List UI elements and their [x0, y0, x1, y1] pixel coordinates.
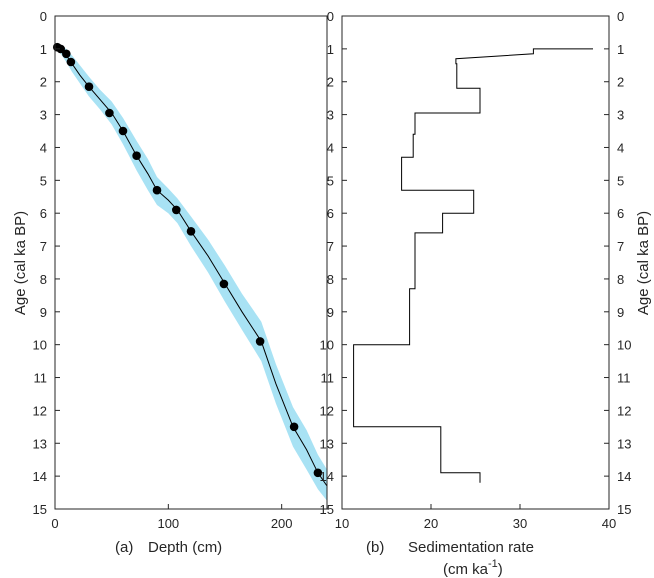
panel-a-ytick-label: 8: [40, 272, 47, 287]
panel-b-ytick-label-right: 4: [617, 140, 624, 155]
panel-a-ytick-label: 15: [33, 502, 47, 517]
dated-sample-point: [118, 126, 128, 136]
dated-sample-point: [152, 185, 162, 195]
dated-sample-point: [105, 108, 114, 118]
panel-b-ytick-label-left: 8: [327, 272, 334, 287]
panel-b-ytick-label-right: 0: [617, 9, 624, 24]
panel-a-ytick-label: 2: [40, 75, 47, 90]
panel-b-ytick-label-right: 7: [617, 239, 624, 254]
panel-b-xtick-label: 40: [602, 516, 616, 531]
panel-b-units-close: ): [498, 561, 503, 578]
panel-b-frame: [341, 15, 610, 510]
panel-b-ytick-label-right: 2: [617, 75, 624, 90]
dated-sample-point: [56, 44, 65, 54]
panel-b-ytick-label-left: 1: [327, 42, 334, 57]
panel-b-ytick-label-left: 14: [320, 469, 334, 484]
panel-b-xtick-label: 30: [513, 516, 527, 531]
panel-a-uncertainty-band: [55, 43, 327, 501]
panel-b-ytick-label-left: 15: [320, 502, 334, 517]
panel-a-ytick-label: 12: [33, 403, 47, 418]
dated-sample-point: [132, 151, 141, 160]
panel-a-ytick-label: 1: [40, 42, 47, 57]
panel-a-xtick-label: 100: [157, 516, 179, 531]
panel-b-ytick-label-left: 0: [327, 9, 334, 24]
panel-b-ytick-label-left: 7: [327, 239, 334, 254]
panel-a-x-axis-title: Depth (cm): [148, 539, 222, 556]
panel-a-label: (a): [115, 539, 133, 556]
panel-b-ytick-label-right: 12: [617, 403, 631, 418]
panel-a-ytick-label: 13: [33, 436, 47, 451]
panel-a-ytick-label: 3: [40, 108, 47, 123]
panel-b-ytick-label-left: 13: [320, 436, 334, 451]
panel-a-ytick-label: 14: [33, 469, 47, 484]
panel-a-frame: [54, 15, 328, 510]
sedimentation-rate-line: [353, 48, 593, 483]
panel-b-ytick-label-right: 13: [617, 436, 631, 451]
panel-b-ytick-label-right: 14: [617, 469, 631, 484]
panel-b-units-exponent: -1: [488, 558, 498, 570]
panel-a-xtick-label: 200: [271, 516, 293, 531]
dated-sample-point: [219, 279, 229, 289]
dated-sample-point: [313, 468, 323, 478]
panel-b-ytick-label-left: 5: [327, 173, 334, 188]
panel-b-ytick-label-right: 1: [617, 42, 624, 57]
panel-a-ytick-label: 7: [40, 239, 47, 254]
panel-b-ytick-label-right: 5: [617, 173, 624, 188]
panel-b-ytick-label-right: 3: [617, 108, 624, 123]
panel-b-xtick-label: 10: [335, 516, 349, 531]
dated-sample-point: [255, 337, 265, 346]
dated-sample-point: [172, 205, 181, 215]
dated-sample-point: [66, 57, 76, 67]
panel-a-ytick-label: 10: [33, 338, 47, 353]
panel-b-ytick-label-right: 6: [617, 206, 624, 221]
dated-sample-point: [186, 227, 196, 236]
panel-a-ytick-label: 6: [40, 206, 47, 221]
panel-b-rate-line: [353, 48, 593, 483]
panel-b-label: (b): [366, 539, 384, 556]
panel-b-x-axis-title: Sedimentation rate: [408, 539, 534, 556]
age-depth-model-line: [54, 46, 328, 487]
panel-a-y-axis-title: Age (cal ka BP): [12, 211, 29, 315]
panel-b-units-text: (cm ka: [443, 561, 489, 578]
dated-sample-point: [289, 422, 299, 432]
panel-b-ytick-label-right: 15: [617, 502, 631, 517]
panel-b-x-axis-units: (cm ka-1): [443, 558, 503, 578]
panel-b-ytick-label-left: 6: [327, 206, 334, 221]
panel-b-y-axis-title: Age (cal ka BP): [635, 211, 652, 315]
panel-a-ytick-label: 5: [40, 173, 47, 188]
dated-sample-point: [62, 49, 71, 59]
panel-b-ytick-label-left: 12: [320, 403, 334, 418]
panel-b-ytick-label-left: 10: [320, 338, 334, 353]
panel-b-xtick-label: 20: [424, 516, 438, 531]
panel-a-ytick-label: 0: [40, 9, 47, 24]
panel-b-ytick-label-left: 3: [327, 108, 334, 123]
panel-b-ytick-label-right: 11: [617, 371, 631, 386]
panel-a-sample-points: [53, 42, 323, 478]
panel-b-ytick-label-left: 2: [327, 75, 334, 90]
panel-b-ytick-label-left: 9: [327, 305, 334, 320]
panel-a-ytick-label: 9: [40, 305, 47, 320]
panel-a-ytick-label: 11: [34, 371, 48, 386]
panel-a-xtick-label: 0: [51, 516, 58, 531]
panel-b-ytick-label-right: 8: [617, 272, 624, 287]
panel-b-ytick-label-left: 11: [321, 371, 335, 386]
panel-b-ytick-label-right: 9: [617, 305, 624, 320]
dated-sample-point: [84, 82, 94, 91]
panel-a-ytick-label: 4: [40, 140, 47, 155]
panel-a-model-line: [54, 46, 328, 487]
panel-b-ytick-label-left: 4: [327, 140, 334, 155]
uncertainty-band-area: [55, 43, 327, 501]
panel-b-ytick-label-right: 10: [617, 338, 631, 353]
